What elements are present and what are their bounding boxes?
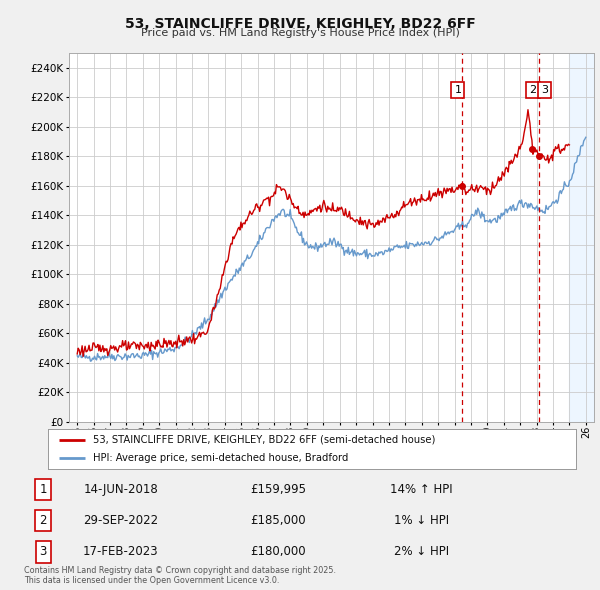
Text: £180,000: £180,000 <box>250 545 306 558</box>
Text: £185,000: £185,000 <box>250 514 306 527</box>
Text: 53, STAINCLIFFE DRIVE, KEIGHLEY, BD22 6FF (semi-detached house): 53, STAINCLIFFE DRIVE, KEIGHLEY, BD22 6F… <box>93 435 435 445</box>
Text: Contains HM Land Registry data © Crown copyright and database right 2025.
This d: Contains HM Land Registry data © Crown c… <box>24 566 336 585</box>
Text: 3: 3 <box>541 85 548 95</box>
Text: 14% ↑ HPI: 14% ↑ HPI <box>390 483 453 496</box>
Text: £159,995: £159,995 <box>250 483 306 496</box>
Text: 1: 1 <box>454 85 461 95</box>
Text: 2: 2 <box>529 85 536 95</box>
Text: 1% ↓ HPI: 1% ↓ HPI <box>394 514 449 527</box>
Text: 14-JUN-2018: 14-JUN-2018 <box>83 483 158 496</box>
Bar <box>569 53 594 422</box>
Text: 2% ↓ HPI: 2% ↓ HPI <box>394 545 449 558</box>
Text: HPI: Average price, semi-detached house, Bradford: HPI: Average price, semi-detached house,… <box>93 453 348 463</box>
Text: 2: 2 <box>40 514 47 527</box>
Text: 17-FEB-2023: 17-FEB-2023 <box>83 545 158 558</box>
Text: 1: 1 <box>40 483 47 496</box>
Text: Price paid vs. HM Land Registry's House Price Index (HPI): Price paid vs. HM Land Registry's House … <box>140 28 460 38</box>
Text: 53, STAINCLIFFE DRIVE, KEIGHLEY, BD22 6FF: 53, STAINCLIFFE DRIVE, KEIGHLEY, BD22 6F… <box>125 17 475 31</box>
Text: 29-SEP-2022: 29-SEP-2022 <box>83 514 158 527</box>
Text: 3: 3 <box>40 545 47 558</box>
